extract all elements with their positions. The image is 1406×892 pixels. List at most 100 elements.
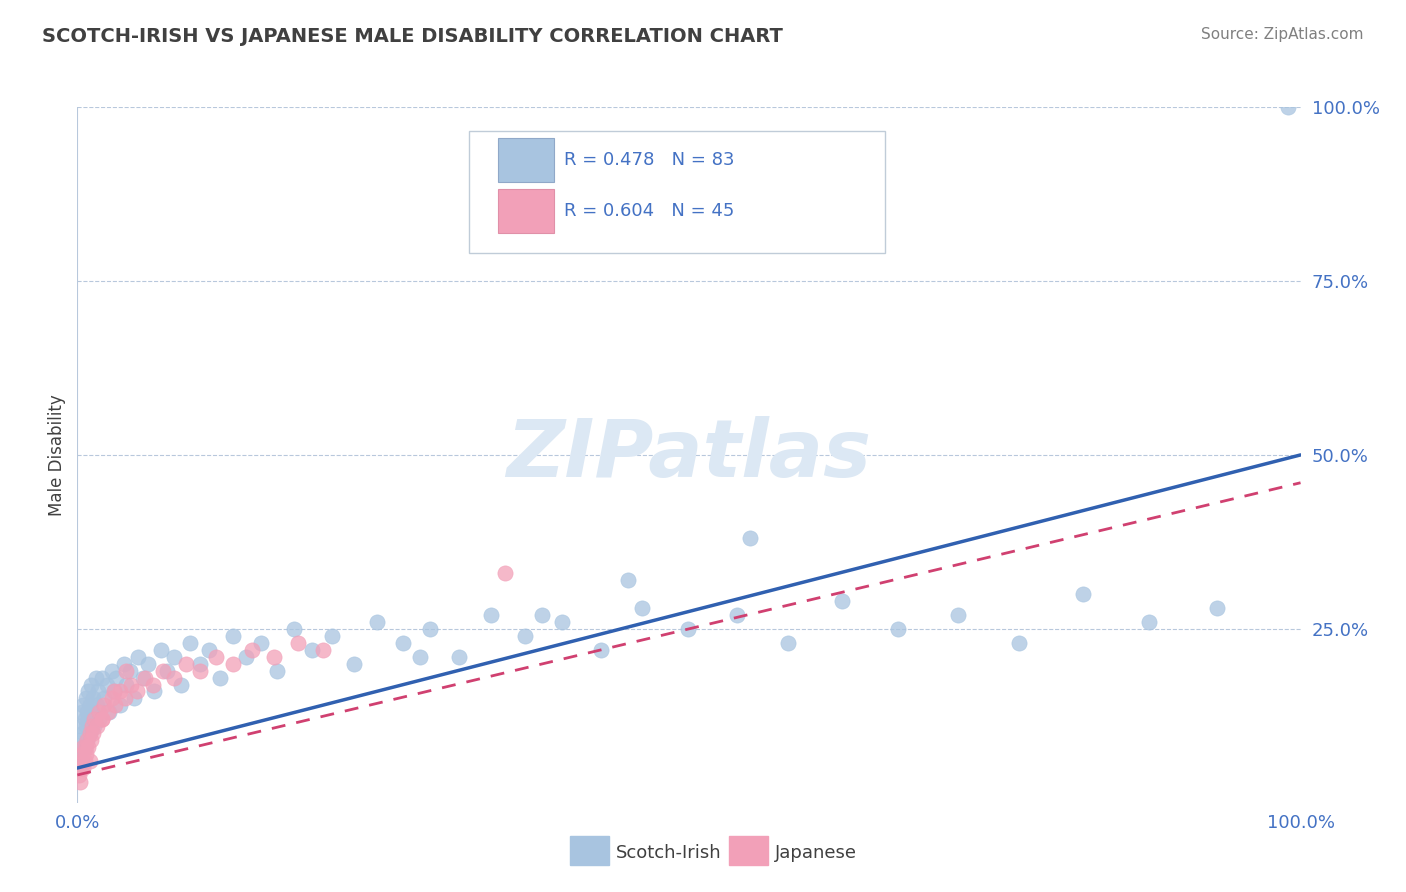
Point <box>1008 636 1031 650</box>
Point <box>887 622 910 636</box>
Text: Source: ZipAtlas.com: Source: ZipAtlas.com <box>1201 27 1364 42</box>
Point <box>90 712 112 726</box>
Point <box>69 733 91 747</box>
Point <box>79 726 101 740</box>
Point <box>72 740 94 755</box>
Point <box>1071 587 1094 601</box>
Point <box>75 740 97 755</box>
FancyBboxPatch shape <box>498 138 554 182</box>
Point <box>76 733 98 747</box>
Point <box>83 719 105 733</box>
Point <box>1137 615 1160 629</box>
Point <box>96 677 118 691</box>
Point <box>73 754 96 768</box>
Point <box>87 684 110 698</box>
Point <box>75 719 97 733</box>
Point <box>174 657 197 671</box>
Point <box>89 712 111 726</box>
Point <box>343 657 366 671</box>
Text: Scotch-Irish: Scotch-Irish <box>616 844 721 862</box>
Point <box>740 532 762 546</box>
Point <box>112 657 135 671</box>
Point <box>90 671 112 685</box>
Point <box>312 642 335 657</box>
Point <box>143 684 166 698</box>
Point <box>240 642 263 657</box>
Point <box>127 684 149 698</box>
Point <box>76 733 98 747</box>
Point <box>82 726 104 740</box>
Point <box>946 607 969 622</box>
Text: Japanese: Japanese <box>775 844 856 862</box>
Point <box>170 677 193 691</box>
Point <box>776 636 799 650</box>
Point <box>75 747 97 761</box>
Point <box>152 664 174 678</box>
Point <box>70 740 93 755</box>
Point <box>321 629 343 643</box>
FancyBboxPatch shape <box>730 836 769 865</box>
Point <box>122 691 145 706</box>
Point <box>69 761 91 775</box>
Point <box>83 712 105 726</box>
Point <box>70 719 93 733</box>
Point <box>301 642 323 657</box>
Point <box>82 691 104 706</box>
Point <box>617 573 640 587</box>
Point <box>676 622 699 636</box>
Point <box>79 698 101 713</box>
Point <box>831 594 853 608</box>
Point <box>70 761 93 775</box>
Point <box>80 677 103 691</box>
Point <box>283 622 305 636</box>
Point <box>73 740 96 755</box>
Point <box>589 642 612 657</box>
FancyBboxPatch shape <box>498 189 554 233</box>
Point <box>70 754 93 768</box>
Point <box>108 698 131 713</box>
Point <box>97 706 120 720</box>
Point <box>114 691 136 706</box>
Point <box>391 636 413 650</box>
Point <box>73 712 96 726</box>
Point <box>108 684 131 698</box>
Point <box>89 706 111 720</box>
Point <box>77 684 100 698</box>
Point <box>163 671 186 685</box>
Point <box>204 649 226 664</box>
Point <box>69 775 91 789</box>
Point <box>725 607 748 622</box>
Point <box>70 706 93 720</box>
Point <box>100 664 122 678</box>
Point <box>134 671 156 685</box>
Y-axis label: Male Disability: Male Disability <box>48 394 66 516</box>
Point <box>551 615 574 629</box>
Point <box>235 649 257 664</box>
Point <box>75 691 97 706</box>
Point <box>263 649 285 664</box>
Point <box>136 657 159 671</box>
Text: R = 0.604   N = 45: R = 0.604 N = 45 <box>564 202 734 220</box>
Point <box>447 649 470 664</box>
Point <box>103 684 125 698</box>
Point <box>72 726 94 740</box>
Point <box>118 664 141 678</box>
Point <box>72 698 94 713</box>
Point <box>188 664 211 678</box>
Point <box>79 726 101 740</box>
Point <box>80 719 103 733</box>
Point <box>84 671 107 685</box>
Point <box>72 761 94 775</box>
Point <box>86 698 108 713</box>
Point <box>221 657 243 671</box>
Point <box>188 657 211 671</box>
FancyBboxPatch shape <box>468 131 884 253</box>
Point <box>77 740 100 755</box>
Point <box>221 629 243 643</box>
Point <box>80 706 103 720</box>
Point <box>67 747 90 761</box>
Point <box>198 642 221 657</box>
Text: SCOTCH-IRISH VS JAPANESE MALE DISABILITY CORRELATION CHART: SCOTCH-IRISH VS JAPANESE MALE DISABILITY… <box>42 27 783 45</box>
Point <box>70 747 93 761</box>
Point <box>419 622 441 636</box>
